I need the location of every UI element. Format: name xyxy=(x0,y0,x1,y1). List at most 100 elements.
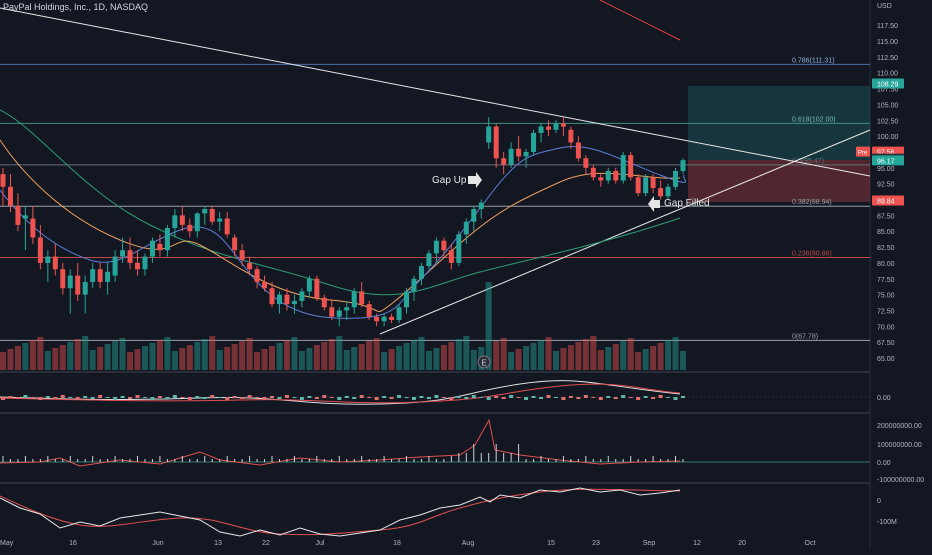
macd-panel[interactable]: 0.00 xyxy=(0,380,891,405)
date-axis[interactable]: May 16 Jun 13 22 Jul 18 Aug 15 23 Sep 12 20 Oct xyxy=(0,540,815,547)
volume-bar xyxy=(269,346,276,370)
price-axis[interactable]: 117.50 115.00 112.50 110.00 107.50 105.00 102.… xyxy=(877,23,899,363)
fib-level-label: 0.618(102.00) xyxy=(792,116,836,123)
macd-histogram-bar xyxy=(606,396,611,398)
volume-bar xyxy=(224,347,231,370)
price-tick-label: 117.50 xyxy=(877,23,898,30)
macd-histogram-bar xyxy=(576,397,581,399)
macd-histogram-bar xyxy=(651,397,656,399)
volume-bar xyxy=(470,350,477,370)
ma-green xyxy=(0,109,681,296)
macd-histogram-bar xyxy=(98,395,103,398)
price-tick-label: 107.50 xyxy=(877,87,899,94)
volume-bar xyxy=(74,339,81,370)
candle-body xyxy=(568,129,574,143)
macd-histogram-bar xyxy=(397,395,402,398)
candle-body xyxy=(164,228,170,251)
long-position-tool[interactable] xyxy=(688,86,870,202)
volume-bar xyxy=(366,341,373,370)
macd-histogram-bar xyxy=(135,395,140,398)
fib-level-label: 0.236(80.86) xyxy=(792,250,832,257)
volume-bar xyxy=(37,337,44,370)
macd-histogram-bar xyxy=(1,397,5,400)
macd-histogram-bar xyxy=(598,397,603,400)
macd-histogram-bar xyxy=(539,397,544,399)
price-badge xyxy=(872,78,904,89)
volume-bar xyxy=(194,342,201,370)
volume-bar xyxy=(620,341,627,370)
macd-histogram-bar xyxy=(501,397,506,399)
volume-bar xyxy=(410,340,417,370)
macd-histogram-bar xyxy=(367,397,372,398)
candle-body xyxy=(650,177,656,189)
candle-body xyxy=(306,278,312,292)
macd-histogram-bar xyxy=(232,396,237,398)
price-tick-label: 112.50 xyxy=(877,55,898,62)
macd-histogram-bar xyxy=(666,397,671,398)
volume-bar xyxy=(590,336,597,370)
macd-histogram-bar xyxy=(658,395,663,398)
macd-histogram-bar xyxy=(270,396,275,398)
volume-bar xyxy=(171,351,178,370)
volume-bar xyxy=(261,349,268,370)
macd-histogram-bar xyxy=(464,397,469,399)
macd-histogram-bar xyxy=(389,397,394,399)
macd-histogram-bar xyxy=(681,396,685,398)
macd-histogram-bar xyxy=(30,397,35,398)
volume-bar xyxy=(657,343,664,370)
price-tick-label: 110.00 xyxy=(877,71,898,78)
volume-bar xyxy=(627,338,634,370)
volume-bar xyxy=(254,352,261,370)
earnings-label: E xyxy=(481,359,486,368)
date-tick-label: Oct xyxy=(805,540,816,547)
volume-bar xyxy=(298,351,305,370)
volume-bar xyxy=(216,350,223,370)
volume-bar xyxy=(485,282,492,370)
macd-histogram-bar xyxy=(516,397,521,398)
candle-body xyxy=(224,218,230,235)
macd-histogram-bar xyxy=(561,397,566,400)
macd-histogram-bar xyxy=(643,396,648,398)
macd-histogram-bar xyxy=(344,396,349,398)
volume-bar xyxy=(134,349,141,370)
obv-panel[interactable]: 0 -100M xyxy=(0,487,897,537)
candle-body xyxy=(217,218,223,222)
volume-bar xyxy=(321,342,328,370)
volume-bar xyxy=(508,352,515,370)
candle-body xyxy=(172,215,178,229)
annotation-arrows xyxy=(468,172,660,212)
macd-histogram-bar xyxy=(374,397,379,400)
volume-bar xyxy=(283,340,290,370)
volume-bar xyxy=(582,339,589,370)
volume-bar xyxy=(104,344,111,370)
macd-histogram-bar xyxy=(411,397,416,400)
volume-bar xyxy=(455,339,462,370)
volume-bar xyxy=(29,340,36,370)
volume-oscillator-panel[interactable]: 200000000.00 100000000.00 0.00 -100000000.0… xyxy=(0,418,924,484)
trend-lines[interactable] xyxy=(0,0,871,335)
macd-histogram-bar xyxy=(180,397,185,398)
macd-histogram-bar xyxy=(524,397,529,400)
candle-body xyxy=(433,240,439,254)
macd-histogram-bar xyxy=(38,397,43,400)
volume-bar xyxy=(186,345,193,370)
volume-bar xyxy=(313,345,320,370)
candle-body xyxy=(418,266,424,279)
candle-body xyxy=(590,167,596,178)
candle-body xyxy=(179,215,185,225)
candle-body xyxy=(389,316,395,320)
volume-bar xyxy=(650,346,657,370)
price-tick-label: 67.50 xyxy=(877,340,895,347)
volume-bar xyxy=(239,341,246,370)
earnings-icon[interactable]: E xyxy=(477,355,491,369)
candle-body xyxy=(97,269,103,282)
price-tick-label: 100.00 xyxy=(877,134,899,141)
volume-bar xyxy=(425,351,432,370)
volume-bar xyxy=(14,346,21,370)
candlestick-series[interactable] xyxy=(0,117,686,327)
volume-bar xyxy=(276,343,283,370)
volume-bar xyxy=(149,343,156,370)
macd-histogram-bar xyxy=(75,397,80,400)
